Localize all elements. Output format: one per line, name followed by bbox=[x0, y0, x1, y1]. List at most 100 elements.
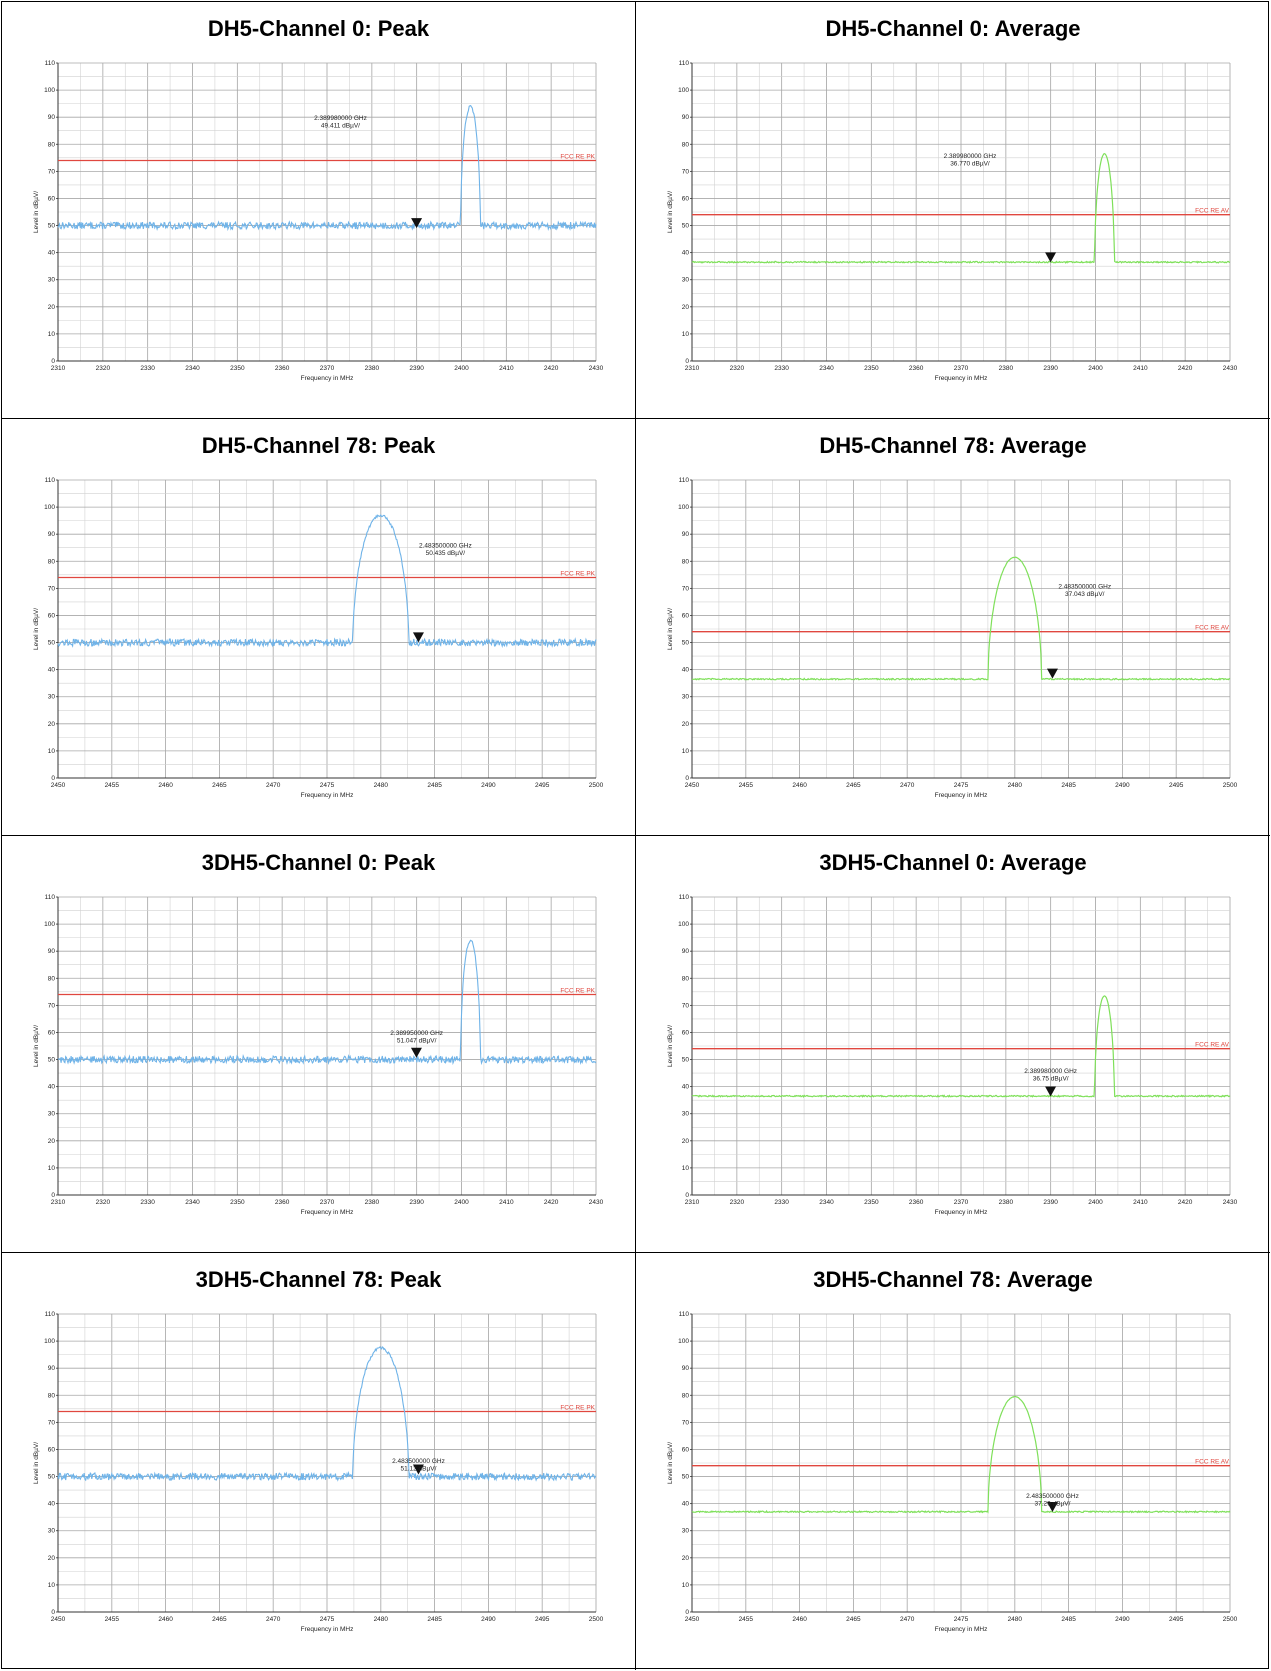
y-tick-label: 20 bbox=[48, 304, 56, 311]
x-tick-label: 2400 bbox=[1088, 1199, 1103, 1206]
y-tick-label: 10 bbox=[682, 331, 690, 338]
y-tick-label: 60 bbox=[48, 612, 56, 619]
x-tick-label: 2330 bbox=[140, 1199, 155, 1206]
x-tick-label: 2485 bbox=[427, 1616, 442, 1623]
y-tick-label: 40 bbox=[682, 1501, 690, 1508]
marker-triangle bbox=[1046, 668, 1058, 679]
x-tick-label: 2310 bbox=[51, 1199, 66, 1206]
x-tick-label: 2340 bbox=[185, 365, 200, 372]
y-tick-label: 0 bbox=[685, 1609, 689, 1616]
y-tick-label: 10 bbox=[48, 1582, 56, 1589]
x-tick-label: 2420 bbox=[544, 365, 559, 372]
y-axis-label: Level in dBµV/ bbox=[33, 608, 40, 650]
series-line bbox=[57, 104, 597, 232]
chart-cell: DH5-Channel 78: Average 0 10 20 30 40 50 60 70 8… bbox=[636, 419, 1270, 836]
y-tick-label: 110 bbox=[679, 1311, 690, 1318]
x-tick-label: 2330 bbox=[774, 1199, 789, 1206]
chart-cell: 3DH5-Channel 78: Average 0 10 20 30 40 50 60 70… bbox=[636, 1253, 1270, 1670]
y-tick-label: 40 bbox=[48, 1501, 56, 1508]
y-tick-label: 50 bbox=[48, 1057, 56, 1064]
y-tick-label: 60 bbox=[682, 195, 690, 202]
x-tick-label: 2400 bbox=[454, 1199, 469, 1206]
chart-cell: 3DH5-Channel 0: Peak 0 10 20 30 40 50 60 70 80 90… bbox=[2, 836, 636, 1253]
x-tick-label: 2450 bbox=[51, 782, 66, 789]
y-tick-label: 80 bbox=[682, 141, 690, 148]
x-tick-label: 2370 bbox=[320, 365, 335, 372]
spectrum-chart: 0 10 20 30 40 50 60 70 80 90 100 110 2310 2320 2330 234… bbox=[667, 60, 1238, 382]
x-tick-label: 2330 bbox=[140, 365, 155, 372]
x-tick-label: 2350 bbox=[864, 365, 879, 372]
x-tick-label: 2370 bbox=[954, 1199, 969, 1206]
y-axis-label: Level in dBµV/ bbox=[33, 1442, 40, 1484]
x-tick-label: 2455 bbox=[739, 1616, 754, 1623]
series-line bbox=[691, 995, 1231, 1099]
x-axis-label: Frequency in MHz bbox=[935, 375, 988, 382]
marker-level-label: 36.770 dBµV/ bbox=[950, 160, 990, 167]
marker-triangle bbox=[1045, 252, 1057, 263]
x-tick-label: 2460 bbox=[158, 782, 173, 789]
x-tick-label: 2390 bbox=[1043, 365, 1058, 372]
x-tick-label: 2340 bbox=[819, 1199, 834, 1206]
series-line bbox=[691, 556, 1231, 681]
x-tick-label: 2420 bbox=[1178, 365, 1193, 372]
chart-title: 3DH5-Channel 78: Peak bbox=[195, 1267, 442, 1292]
series-line bbox=[57, 939, 597, 1066]
y-tick-label: 110 bbox=[679, 60, 690, 67]
y-tick-label: 0 bbox=[51, 358, 55, 365]
x-tick-label: 2380 bbox=[999, 365, 1014, 372]
x-tick-label: 2340 bbox=[819, 365, 834, 372]
series-line bbox=[57, 513, 597, 649]
chart-title: 3DH5-Channel 0: Average bbox=[819, 850, 1087, 875]
y-tick-label: 110 bbox=[45, 60, 56, 67]
y-tick-label: 90 bbox=[48, 531, 56, 538]
x-tick-label: 2360 bbox=[275, 1199, 290, 1206]
y-tick-label: 90 bbox=[682, 948, 690, 955]
marker-frequency-label: 2.389980000 GHz bbox=[1024, 1068, 1077, 1075]
x-axis-label: Frequency in MHz bbox=[935, 1209, 988, 1216]
y-tick-label: 70 bbox=[48, 168, 56, 175]
x-tick-label: 2420 bbox=[544, 1199, 559, 1206]
y-tick-label: 30 bbox=[682, 277, 690, 284]
x-tick-label: 2480 bbox=[374, 1616, 389, 1623]
y-tick-label: 90 bbox=[682, 531, 690, 538]
x-tick-label: 2455 bbox=[105, 1616, 120, 1623]
x-axis-label: Frequency in MHz bbox=[301, 375, 354, 382]
y-tick-label: 90 bbox=[48, 948, 56, 955]
limit-line-label: FCC RE PK bbox=[560, 988, 595, 995]
y-tick-label: 20 bbox=[48, 1138, 56, 1145]
x-tick-label: 2430 bbox=[589, 1199, 604, 1206]
marker-triangle bbox=[1045, 1086, 1057, 1097]
x-tick-label: 2450 bbox=[51, 1616, 66, 1623]
marker-frequency-label: 2.483500000 GHz bbox=[1058, 583, 1111, 590]
y-tick-label: 0 bbox=[51, 775, 55, 782]
y-tick-label: 110 bbox=[45, 477, 56, 484]
marker-level-label: 36.75 dBµV/ bbox=[1033, 1076, 1069, 1083]
marker-level-label: 51.047 dBµV/ bbox=[397, 1038, 437, 1045]
y-tick-label: 30 bbox=[682, 1528, 690, 1535]
y-tick-label: 70 bbox=[48, 1419, 56, 1426]
limit-line-label: FCC RE AV bbox=[1195, 1042, 1229, 1049]
y-tick-label: 20 bbox=[682, 721, 690, 728]
x-tick-label: 2380 bbox=[365, 365, 380, 372]
y-tick-label: 80 bbox=[682, 975, 690, 982]
y-tick-label: 70 bbox=[682, 1419, 690, 1426]
y-tick-label: 80 bbox=[48, 1392, 56, 1399]
x-tick-label: 2310 bbox=[685, 1199, 700, 1206]
y-tick-label: 30 bbox=[48, 1111, 56, 1118]
y-tick-label: 40 bbox=[48, 250, 56, 257]
x-tick-label: 2495 bbox=[535, 782, 550, 789]
marker-triangle bbox=[1046, 1501, 1058, 1512]
limit-line-label: FCC RE AV bbox=[1195, 208, 1229, 215]
x-tick-label: 2380 bbox=[999, 1199, 1014, 1206]
y-tick-label: 70 bbox=[682, 1002, 690, 1009]
x-tick-label: 2370 bbox=[320, 1199, 335, 1206]
y-tick-label: 110 bbox=[679, 477, 690, 484]
y-tick-label: 60 bbox=[682, 1446, 690, 1453]
marker-frequency-label: 2.483500000 GHz bbox=[419, 543, 472, 550]
x-tick-label: 2465 bbox=[846, 782, 861, 789]
y-tick-label: 10 bbox=[48, 1165, 56, 1172]
y-tick-label: 50 bbox=[48, 1474, 56, 1481]
series-line bbox=[691, 153, 1231, 264]
y-tick-label: 0 bbox=[685, 775, 689, 782]
x-tick-label: 2320 bbox=[730, 1199, 745, 1206]
